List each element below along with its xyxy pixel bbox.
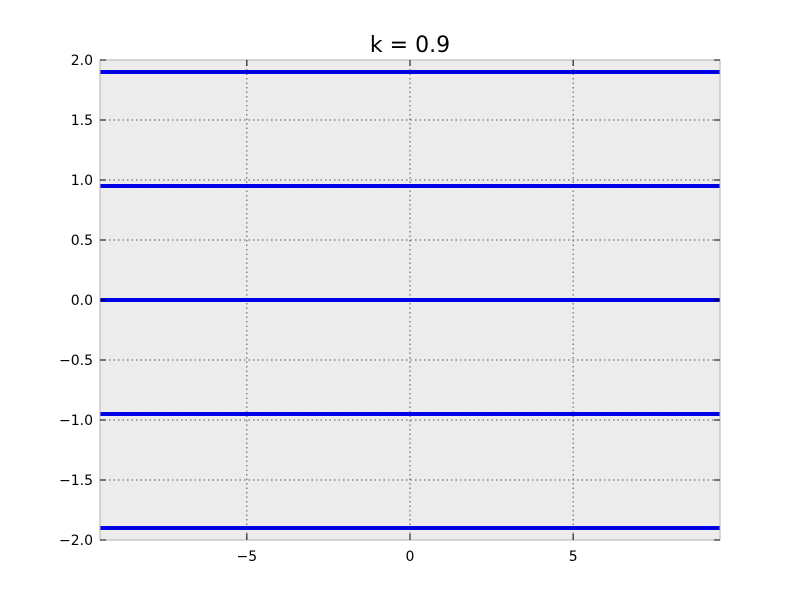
y-tick-label: −1.5	[59, 473, 93, 489]
y-tick-label: 1.0	[71, 173, 93, 189]
y-tick-label: 1.5	[71, 113, 93, 129]
chart-title: k = 0.9	[370, 33, 450, 58]
ticks: −5 0 5 −2.0 −1.5 −1.0 −0.5 0.0 0.5 1.0 1.5 2.0	[59, 53, 720, 565]
y-tick-label: 0.0	[71, 293, 93, 309]
y-tick-label: 2.0	[71, 53, 93, 69]
x-tick-label: 0	[406, 549, 415, 565]
series-layer	[100, 70, 720, 530]
y-tick-label: −0.5	[59, 353, 93, 369]
y-tick-label: −2.0	[59, 533, 93, 549]
y-tick-label: −1.0	[59, 413, 93, 429]
x-tick-label: −5	[237, 549, 258, 565]
x-tick-label: 5	[569, 549, 578, 565]
y-tick-label: 0.5	[71, 233, 93, 249]
